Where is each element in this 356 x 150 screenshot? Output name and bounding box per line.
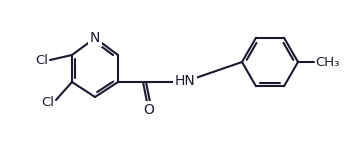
- Text: Cl: Cl: [35, 54, 48, 66]
- Text: Cl: Cl: [41, 96, 54, 108]
- Text: CH₃: CH₃: [315, 56, 339, 69]
- Text: O: O: [143, 103, 155, 117]
- Text: HN: HN: [175, 74, 196, 88]
- Text: N: N: [90, 31, 100, 45]
